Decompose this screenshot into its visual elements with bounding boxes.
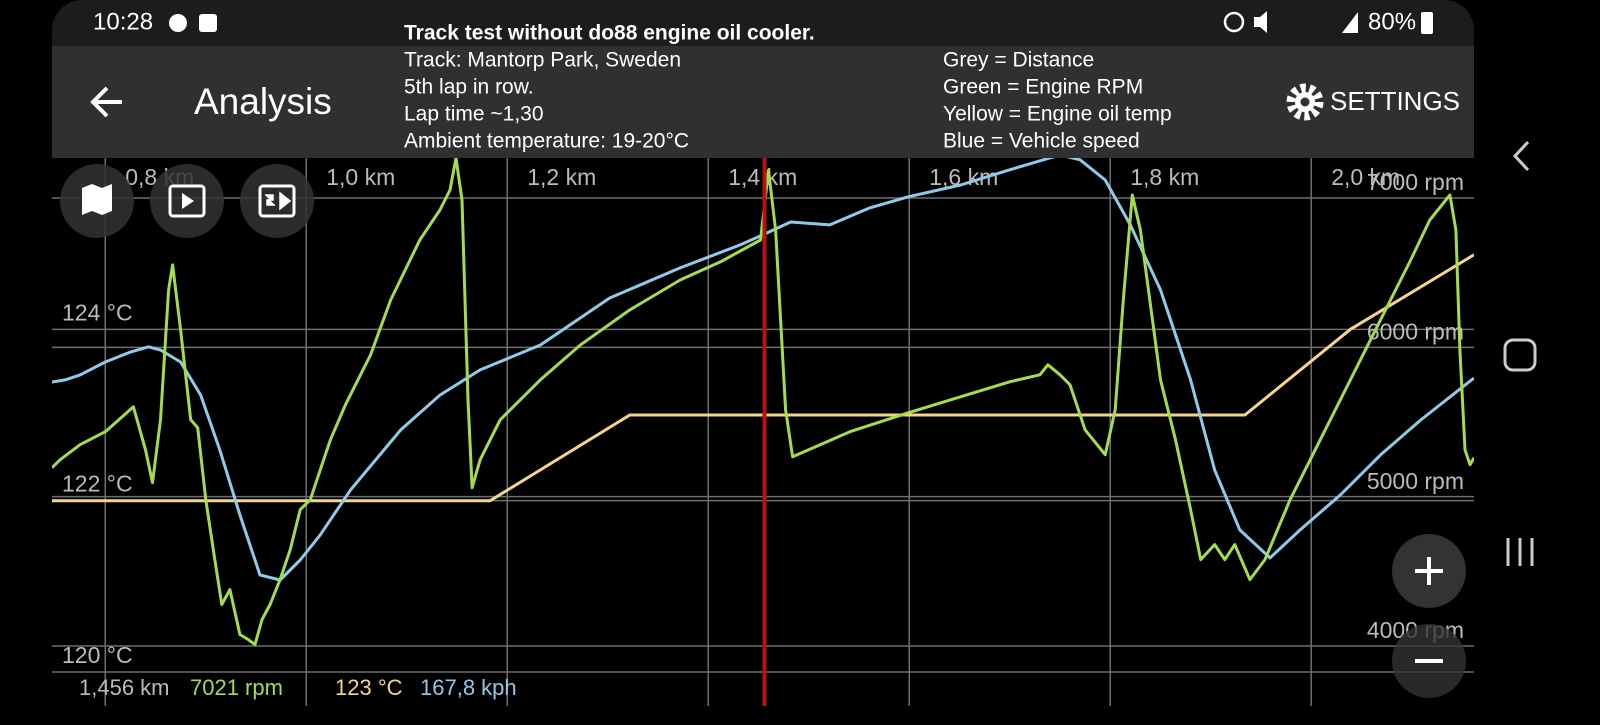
alarm-icon: [1223, 11, 1245, 33]
note-title: Track test without do88 engine oil coole…: [404, 22, 815, 45]
gear-icon: [1300, 97, 1310, 107]
signal-icon: [1342, 12, 1358, 33]
note-line: Ambient temperature: 19-20°C: [404, 130, 689, 153]
mute-icon: [1254, 11, 1267, 33]
note-line: 5th lap in row.: [404, 76, 534, 99]
nav-back[interactable]: [1512, 140, 1530, 172]
series-line: [52, 253, 1474, 503]
series-line: [52, 158, 1474, 646]
x-tick-label: 1,0 km: [326, 164, 395, 190]
play-icon: [182, 193, 194, 209]
y-tick-label: 124 °C: [62, 299, 133, 325]
settings-button[interactable]: SETTINGS: [1286, 83, 1460, 121]
nav-bar: [1503, 140, 1537, 566]
play-fast-icon: [258, 184, 296, 218]
notes: Track: Mantorp Park, Sweden 5th lap in r…: [404, 49, 1172, 153]
screen-title: Analysis: [194, 81, 332, 122]
readout: 123 °C: [335, 675, 403, 700]
y-tick-label: 120 °C: [62, 642, 133, 668]
play-icon: [168, 184, 206, 218]
legend-note: Blue = Vehicle speed: [943, 130, 1140, 153]
y2-tick-label: 5000 rpm: [1367, 468, 1464, 494]
battery-level: 80%: [1368, 8, 1416, 35]
map-controls: [60, 164, 1466, 698]
x-tick-label: 1,8 km: [1130, 164, 1199, 190]
battery-icon: [1421, 12, 1433, 34]
play-fast-button[interactable]: [240, 164, 314, 238]
legend-note: Green = Engine RPM: [943, 76, 1143, 99]
app-bar: [52, 46, 1474, 158]
settings-label[interactable]: SETTINGS: [1330, 86, 1460, 116]
legend-note: Yellow = Engine oil temp: [943, 103, 1172, 126]
gear-icon: [1286, 83, 1324, 121]
y-tick-label: 122 °C: [62, 471, 133, 497]
readout: 7021 rpm: [190, 675, 283, 700]
back-button[interactable]: [90, 86, 122, 118]
map-icon: [82, 184, 112, 215]
status-icon: [169, 14, 187, 32]
plot: 0,8 km1,0 km1,2 km1,4 km1,6 km1,8 km2,0 …: [52, 158, 1474, 706]
clock: 10:28: [93, 8, 153, 35]
y2-tick-label: 7000 rpm: [1367, 169, 1464, 195]
x-tick-label: 2,0 km: [1331, 164, 1400, 190]
nav-recents[interactable]: [1506, 538, 1534, 566]
play-fast-icon: [265, 191, 292, 211]
legend-note: Grey = Distance: [943, 49, 1094, 72]
x-tick-label: 1,2 km: [527, 164, 596, 190]
y2-tick-label: 6000 rpm: [1367, 318, 1464, 344]
nav-home[interactable]: [1503, 338, 1537, 372]
readout: 1,456 km: [79, 675, 170, 700]
note-line: Track: Mantorp Park, Sweden: [404, 49, 681, 72]
readout: 167,8 kph: [420, 675, 517, 700]
zoom-in-icon: [1415, 557, 1443, 585]
status-icon: [199, 14, 217, 32]
note-line: Lap time ~1,30: [404, 103, 544, 126]
